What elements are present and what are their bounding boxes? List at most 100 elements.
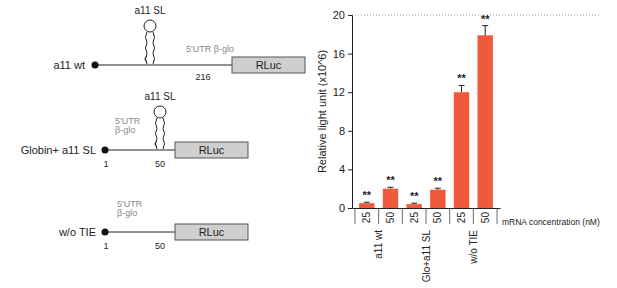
stem-loop-label: a11 SL bbox=[135, 5, 166, 16]
utr-label: 5'UTRβ-glo bbox=[117, 199, 143, 218]
y-tick: 4 bbox=[339, 163, 352, 175]
construct-name: a11 wt bbox=[53, 59, 85, 71]
x-tick: 50 bbox=[385, 212, 396, 224]
error-bar-cap bbox=[482, 25, 488, 26]
y-tick-label: 0 bbox=[339, 202, 345, 214]
reporter-label: RLuc bbox=[199, 144, 225, 156]
significance-label: ** bbox=[363, 189, 372, 201]
error-bar bbox=[387, 187, 393, 188]
reporter-label: RLuc bbox=[199, 226, 225, 238]
group-label: w/o TIE bbox=[468, 230, 479, 265]
bulge bbox=[155, 141, 157, 147]
x-tick: 25 bbox=[361, 212, 372, 224]
figure: a11 wt a11 SL 5'UTR β-glo 216 RLuc Globin+ a1… bbox=[0, 0, 617, 288]
error-bar-cap bbox=[364, 202, 370, 203]
significance-label: ** bbox=[386, 174, 395, 186]
x-tick-label: 50 bbox=[385, 212, 396, 224]
y-tick-mark bbox=[348, 131, 352, 132]
construct-name: w/o TIE bbox=[58, 226, 96, 238]
x-axis: 25 50 25 50 25 50 bbox=[353, 209, 501, 224]
error-bar bbox=[435, 188, 441, 189]
cap bbox=[102, 229, 109, 236]
construct: Globin+ a11 SLa11 SL5'UTRβ-glo150RLuc bbox=[21, 91, 248, 169]
x-separator bbox=[402, 208, 403, 224]
x-tick-label: 25 bbox=[361, 212, 372, 224]
error-bar bbox=[411, 203, 417, 205]
y-axis: 0 4 8 12 16 20 bbox=[333, 9, 353, 214]
y-tick: 8 bbox=[339, 125, 352, 137]
reporter-box bbox=[175, 142, 248, 158]
y-tick-label: 20 bbox=[333, 9, 345, 21]
x-axis-line bbox=[353, 208, 501, 209]
stem bbox=[153, 32, 155, 64]
stem bbox=[163, 118, 165, 149]
position-label: 50 bbox=[155, 159, 165, 169]
x-separator bbox=[473, 208, 474, 224]
y-axis-line bbox=[348, 16, 353, 209]
group-label: a11 wt bbox=[373, 230, 384, 259]
error-bar-cap bbox=[435, 188, 441, 189]
error-bar-stem bbox=[461, 85, 462, 92]
utr-label-line: β-glo bbox=[117, 208, 137, 218]
x-tick: 50 bbox=[480, 212, 491, 224]
y-tick-label: 4 bbox=[339, 163, 345, 175]
construct: a11 wta11 SL5'UTR β-glo216RLuc bbox=[53, 5, 305, 82]
y-tick: 16 bbox=[333, 48, 352, 60]
y-tick-mark bbox=[348, 54, 352, 55]
bar bbox=[478, 35, 493, 208]
y-tick-mark bbox=[348, 208, 352, 209]
y-tick: 12 bbox=[333, 86, 352, 98]
utr-label-line: β-glo bbox=[115, 125, 135, 135]
group-label: Glo+a11 SL bbox=[421, 230, 432, 283]
error-bar bbox=[459, 85, 465, 92]
x-separator bbox=[354, 208, 355, 224]
x-separator bbox=[426, 208, 427, 224]
construct: w/o TIE 5'UTRβ-glo 1 50 RLuc bbox=[58, 199, 248, 251]
bar bbox=[454, 92, 469, 208]
construct-name: Globin+ a11 SL bbox=[21, 144, 96, 156]
bar bbox=[383, 189, 398, 208]
error-bar-cap bbox=[459, 85, 465, 86]
bar bbox=[359, 203, 374, 208]
significance-label: ** bbox=[410, 190, 419, 202]
plot-frame-top bbox=[352, 15, 600, 16]
y-tick-label: 16 bbox=[333, 48, 345, 60]
rna-line bbox=[105, 150, 175, 151]
rna-line bbox=[95, 65, 232, 66]
x-tick-label: 50 bbox=[480, 212, 491, 224]
y-tick-label: 12 bbox=[333, 86, 345, 98]
position-label: 1 bbox=[103, 241, 108, 251]
bar bbox=[406, 204, 421, 208]
y-tick: 20 bbox=[333, 9, 352, 21]
x-tick: 25 bbox=[456, 212, 467, 224]
bulge bbox=[145, 56, 147, 62]
significance-label: ** bbox=[481, 13, 490, 25]
error-bar-cap bbox=[411, 203, 417, 204]
utr-label: 5'UTR β-glo bbox=[186, 44, 234, 54]
significance-label: ** bbox=[457, 72, 466, 84]
position-label: 50 bbox=[155, 241, 165, 251]
error-bar-stem bbox=[485, 26, 486, 36]
plot-area bbox=[359, 26, 493, 208]
stem-loop-label: a11 SL bbox=[145, 91, 176, 102]
stem bbox=[146, 32, 148, 64]
loop bbox=[144, 20, 156, 32]
x-tick: 25 bbox=[409, 212, 420, 224]
y-axis-title: Relative light unit (x10^6) bbox=[316, 50, 328, 173]
y-tick: 0 bbox=[339, 202, 352, 214]
bar bbox=[430, 190, 445, 208]
x-tick-label: 50 bbox=[432, 212, 443, 224]
loop bbox=[154, 106, 166, 118]
utr-label: 5'UTRβ-glo bbox=[115, 116, 141, 135]
position-label: 216 bbox=[195, 72, 210, 82]
x-tick-label: 25 bbox=[456, 212, 467, 224]
x-separator bbox=[497, 208, 498, 224]
y-tick-mark bbox=[348, 15, 352, 16]
cap bbox=[92, 62, 99, 69]
stem bbox=[156, 118, 158, 149]
error-bar bbox=[482, 26, 488, 36]
y-tick-mark bbox=[348, 92, 352, 93]
x-separator bbox=[449, 208, 450, 224]
error-bar bbox=[364, 202, 370, 204]
cap bbox=[102, 147, 109, 154]
